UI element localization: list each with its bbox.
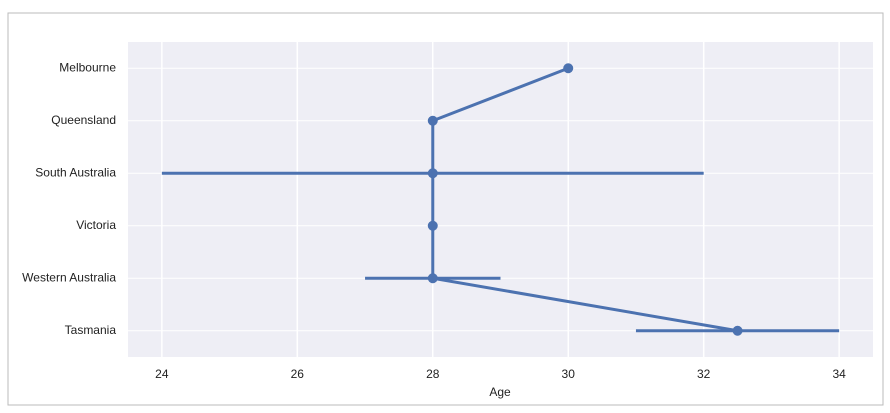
y-tick-label: Victoria xyxy=(76,218,116,232)
x-tick-label: 28 xyxy=(426,367,440,381)
plot-area xyxy=(128,42,873,357)
x-tick-label: 32 xyxy=(697,367,711,381)
line xyxy=(431,66,738,333)
y-tick-label: South Australia xyxy=(35,165,116,179)
x-tick-label: 26 xyxy=(291,367,305,381)
point xyxy=(427,115,438,126)
point xyxy=(427,168,438,179)
point xyxy=(427,273,438,284)
point xyxy=(563,63,574,74)
y-tick-label: Queensland xyxy=(51,113,116,127)
x-tick-label: 30 xyxy=(562,367,576,381)
y-tick-label: Tasmania xyxy=(65,323,117,337)
x-tick-label: 34 xyxy=(832,367,846,381)
point xyxy=(427,220,438,231)
y-tick-label: Western Australia xyxy=(22,270,116,284)
y-tick-label: Melbourne xyxy=(59,60,116,74)
x-tick-label: 24 xyxy=(155,367,169,381)
x-axis-label: Age xyxy=(489,385,511,399)
point xyxy=(732,325,743,336)
